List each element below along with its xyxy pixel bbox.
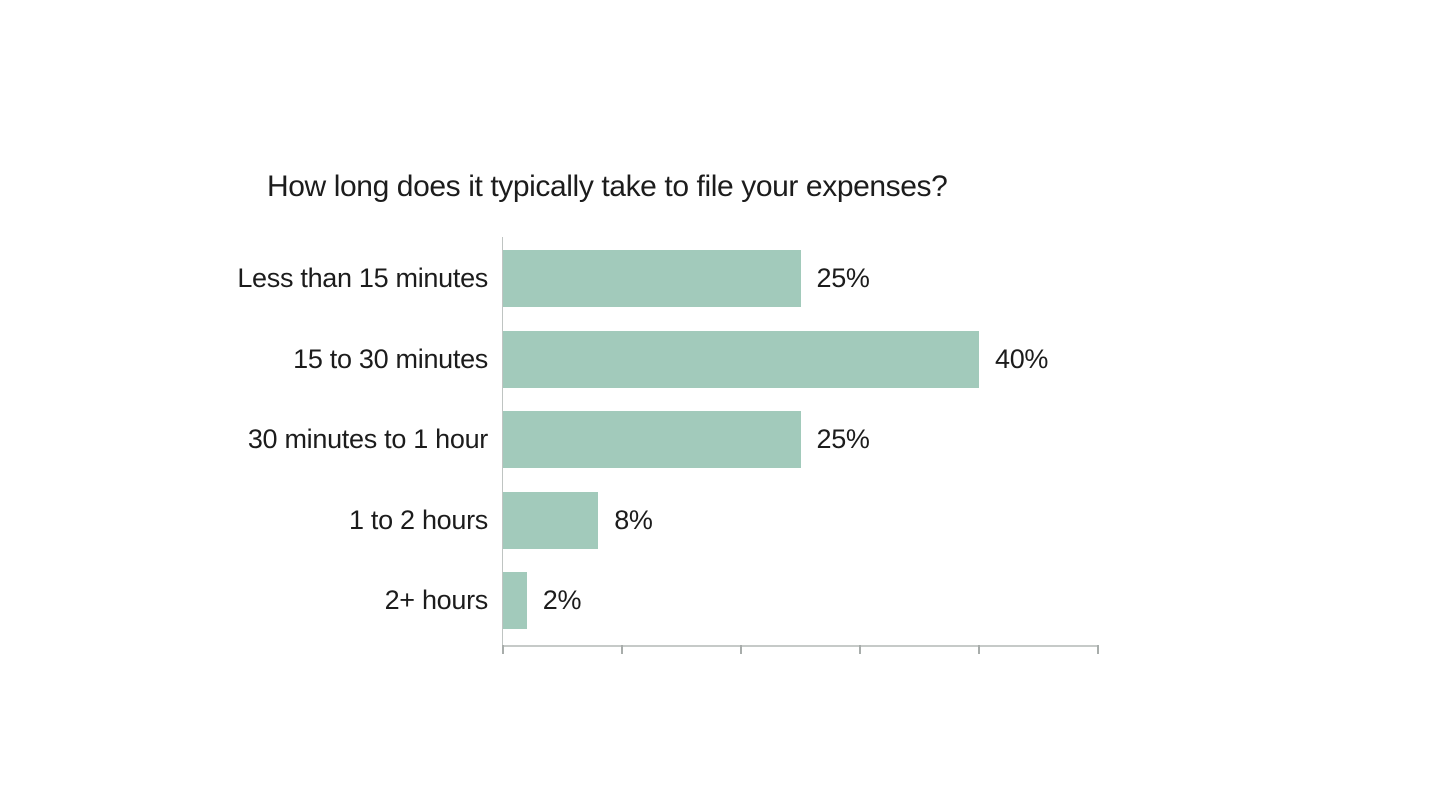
category-label: 1 to 2 hours — [349, 504, 488, 535]
bar-row: Less than 15 minutes 25% — [0, 250, 1440, 307]
value-label: 40% — [995, 343, 1049, 374]
value-label: 8% — [614, 504, 653, 535]
x-axis-tick — [1097, 645, 1099, 654]
bar-row: 30 minutes to 1 hour 25% — [0, 411, 1440, 468]
chart-title: How long does it typically take to file … — [267, 170, 948, 203]
x-axis-tick — [740, 645, 742, 654]
value-label: 25% — [816, 424, 870, 454]
category-label: 15 to 30 minutes — [293, 343, 488, 374]
bar — [503, 572, 527, 629]
y-axis-line — [502, 237, 503, 646]
bar-row: 1 to 2 hours 8% — [0, 491, 1440, 549]
bar — [503, 411, 801, 468]
x-axis-tick — [978, 645, 980, 654]
bar-row: 2+ hours 2% — [0, 572, 1440, 629]
value-label: 25% — [816, 263, 870, 293]
x-axis-line — [502, 645, 1098, 647]
category-label: 30 minutes to 1 hour — [247, 424, 488, 454]
bar-row: 15 to 30 minutes 40% — [0, 330, 1440, 388]
x-axis-tick — [621, 645, 623, 654]
value-label: 2% — [542, 585, 582, 615]
category-label: Less than 15 minutes — [237, 263, 488, 293]
category-label: 2+ hours — [384, 585, 489, 615]
bar — [503, 250, 801, 307]
x-axis-tick — [859, 645, 861, 654]
bar — [503, 330, 979, 388]
plot-area: Less than 15 minutes 25% 15 to 30 minutes 4… — [0, 237, 1440, 654]
bar — [503, 491, 599, 549]
x-axis-tick — [502, 645, 504, 654]
